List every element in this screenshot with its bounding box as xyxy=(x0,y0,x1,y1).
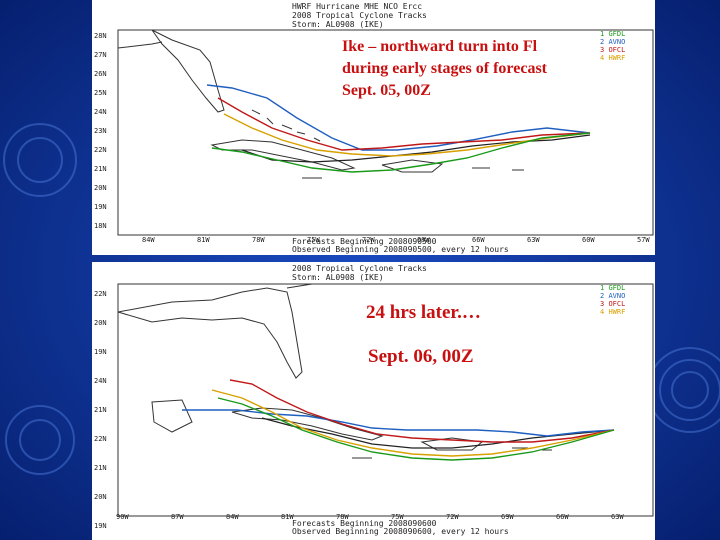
latitude-label: 18N xyxy=(94,222,107,230)
longitude-label: 87W xyxy=(171,513,184,521)
legend-item: 4 HWRF xyxy=(600,308,626,316)
longitude-label: 90W xyxy=(116,513,129,521)
caption-sept06: Sept. 06, 00Z xyxy=(368,346,474,367)
legend-item: 3 OFCL xyxy=(600,46,626,54)
latitude-label: 20N xyxy=(94,319,107,327)
latitude-label: 22N xyxy=(94,146,107,154)
map-footer-line: Observed Beginning 2008090500, every 12 … xyxy=(292,245,509,254)
longitude-label: 84W xyxy=(226,513,239,521)
longitude-label: 57W xyxy=(637,236,650,244)
latitude-label: 27N xyxy=(94,51,107,59)
latitude-label: 21N xyxy=(94,165,107,173)
map-header-line: HWRF Hurricane MHE NCO Ercc xyxy=(292,2,423,11)
legend-item: 2 AVNO xyxy=(600,292,626,300)
map-header-line: 2008 Tropical Cyclone Tracks xyxy=(292,264,427,273)
track-map-svg-2 xyxy=(117,283,654,517)
map-footer-line: Forecasts Beginning 2008090500 xyxy=(292,237,437,246)
legend-item: 1 GFDL xyxy=(600,30,626,38)
map-header-line: 2008 Tropical Cyclone Tracks xyxy=(292,11,427,20)
map-legend: 1 GFDL 2 AVNO 3 OFCL 4 HWRF xyxy=(600,30,625,62)
longitude-label: 63W xyxy=(611,513,624,521)
longitude-label: 63W xyxy=(527,236,540,244)
map-footer: Forecasts Beginning 2008090600 Observed … xyxy=(292,520,509,536)
latitude-label: 20N xyxy=(94,493,107,501)
longitude-label: 60W xyxy=(582,236,595,244)
caption-sept05: Ike – northward turn into Fl during earl… xyxy=(342,36,547,102)
latitude-label: 19N xyxy=(94,203,107,211)
longitude-label: 69W xyxy=(501,513,514,521)
latitude-label: 19N xyxy=(94,522,107,530)
latitude-label: 25N xyxy=(94,89,107,97)
map-footer-line: Observed Beginning 2008090600, every 12 … xyxy=(292,527,509,536)
legend-item: 2 AVNO xyxy=(600,38,626,46)
map-header: 2008 Tropical Cyclone Tracks Storm: AL09… xyxy=(292,264,427,282)
longitude-label: 78W xyxy=(252,236,265,244)
latitude-label: 24N xyxy=(94,108,107,116)
legend-item: 1 GFDL xyxy=(600,284,626,292)
latitude-label: 21N xyxy=(94,464,107,472)
legend-item: 3 OFCL xyxy=(600,300,626,308)
longitude-label: 69W xyxy=(417,236,430,244)
longitude-label: 66W xyxy=(556,513,569,521)
longitude-label: 72W xyxy=(362,236,375,244)
map-footer: Forecasts Beginning 2008090500 Observed … xyxy=(292,238,509,254)
map-header-line: Storm: AL0908 (IKE) xyxy=(292,273,384,282)
longitude-label: 81W xyxy=(281,513,294,521)
longitude-label: 84W xyxy=(142,236,155,244)
caption-line: Sept. 05, 00Z xyxy=(342,82,431,99)
latitude-label: 24N xyxy=(94,377,107,385)
latitude-label: 23N xyxy=(94,127,107,135)
forecast-map-sept06: 2008 Tropical Cyclone Tracks Storm: AL09… xyxy=(92,262,655,540)
longitude-label: 78W xyxy=(336,513,349,521)
longitude-label: 75W xyxy=(391,513,404,521)
forecast-map-sept05: HWRF Hurricane MHE NCO Ercc 2008 Tropica… xyxy=(92,0,655,255)
latitude-label: 28N xyxy=(94,32,107,40)
latitude-label: 19N xyxy=(94,348,107,356)
map-header-line: Storm: AL0908 (IKE) xyxy=(292,20,384,29)
track-map-svg-1 xyxy=(117,29,654,236)
map-footer-line: Forecasts Beginning 2008090600 xyxy=(292,519,437,528)
latitude-label: 22N xyxy=(94,290,107,298)
latitude-label: 26N xyxy=(94,70,107,78)
caption-24hrs-later: 24 hrs later.… xyxy=(366,302,481,323)
latitude-label: 22N xyxy=(94,435,107,443)
legend-item: 4 HWRF xyxy=(600,54,626,62)
caption-line: during early stages of forecast xyxy=(342,60,547,77)
longitude-label: 75W xyxy=(307,236,320,244)
longitude-label: 81W xyxy=(197,236,210,244)
caption-line: Ike – northward turn into Fl xyxy=(342,38,538,55)
map-header: HWRF Hurricane MHE NCO Ercc 2008 Tropica… xyxy=(292,2,427,29)
latitude-label: 21N xyxy=(94,406,107,414)
map-legend: 1 GFDL 2 AVNO 3 OFCL 4 HWRF xyxy=(600,284,625,316)
longitude-label: 72W xyxy=(446,513,459,521)
latitude-label: 20N xyxy=(94,184,107,192)
longitude-label: 66W xyxy=(472,236,485,244)
